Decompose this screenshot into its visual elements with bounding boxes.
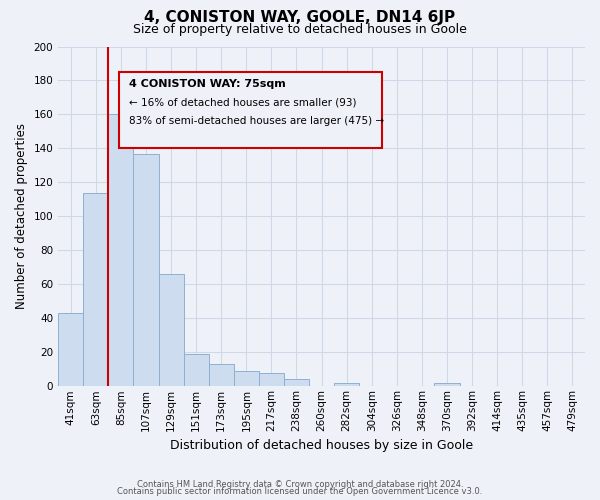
Bar	[83, 192, 109, 386]
Bar	[334, 383, 359, 386]
Text: Contains HM Land Registry data © Crown copyright and database right 2024.: Contains HM Land Registry data © Crown c…	[137, 480, 463, 489]
Text: 83% of semi-detached houses are larger (475) →: 83% of semi-detached houses are larger (…	[129, 116, 385, 126]
Text: Contains public sector information licensed under the Open Government Licence v3: Contains public sector information licen…	[118, 487, 482, 496]
Bar	[434, 383, 460, 386]
Text: ← 16% of detached houses are smaller (93): ← 16% of detached houses are smaller (93…	[129, 98, 357, 108]
Bar	[234, 371, 259, 386]
Y-axis label: Number of detached properties: Number of detached properties	[15, 124, 28, 310]
FancyBboxPatch shape	[119, 72, 382, 148]
Bar	[109, 114, 133, 386]
Bar	[158, 274, 184, 386]
Text: 4, CONISTON WAY, GOOLE, DN14 6JP: 4, CONISTON WAY, GOOLE, DN14 6JP	[145, 10, 455, 25]
Text: Size of property relative to detached houses in Goole: Size of property relative to detached ho…	[133, 22, 467, 36]
Bar	[284, 380, 309, 386]
Bar	[209, 364, 234, 386]
Bar	[133, 154, 158, 386]
Text: 4 CONISTON WAY: 75sqm: 4 CONISTON WAY: 75sqm	[129, 79, 286, 89]
X-axis label: Distribution of detached houses by size in Goole: Distribution of detached houses by size …	[170, 440, 473, 452]
Bar	[259, 372, 284, 386]
Bar	[58, 313, 83, 386]
Bar	[184, 354, 209, 386]
